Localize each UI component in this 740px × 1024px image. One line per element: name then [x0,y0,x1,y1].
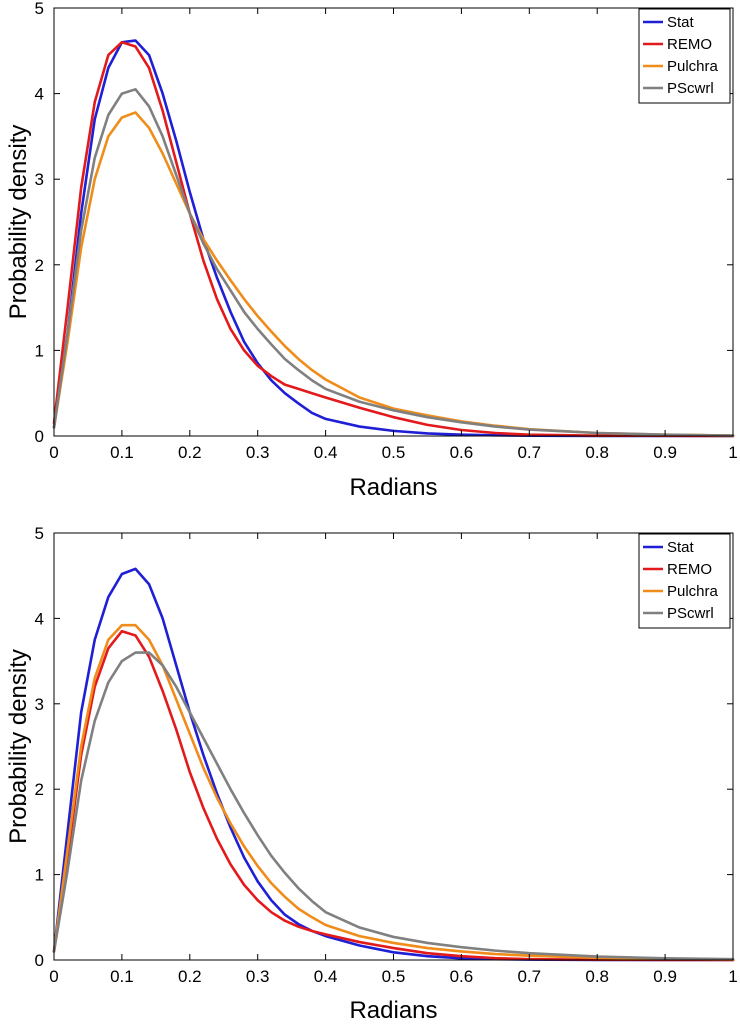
legend-label-pulchra: Pulchra [667,583,719,600]
series-line-pulchra [52,623,735,961]
x-tick-label: 0.4 [314,967,338,986]
y-tick-label: 3 [35,695,44,714]
x-tick-label: 0.1 [110,967,134,986]
plot-frame [53,532,734,961]
series-line-remo [52,629,735,962]
x-tick-label: 0.5 [382,443,406,462]
y-tick-label: 1 [35,341,44,360]
x-tick-label: 0.5 [382,967,406,986]
y-axis-label: Probability density [5,125,32,320]
x-tick-label: 0.9 [653,443,677,462]
series-line-stat [52,39,735,438]
y-tick-label: 4 [35,609,44,628]
x-tick-label: 0.8 [585,443,609,462]
x-tick-label: 0.7 [517,443,541,462]
x-tick-label: 0.8 [585,967,609,986]
y-tick-label: 5 [35,524,44,543]
x-tick-label: 0 [49,967,58,986]
chart-panel-top: 0 0.1 0.2 0.3 0.4 0.5 0.6 0.7 0.8 0.9 1 0 1 2 3 4 5 Radia… [5,0,738,501]
x-tick-label: 0.6 [450,967,474,986]
legend: Stat REMO Pulchra PScwrl [638,8,731,104]
x-tick-label: 0 [49,443,58,462]
x-axis-label: Radians [349,474,437,501]
x-tick-label: 1 [728,443,737,462]
legend-label-pscwrl: PScwrl [667,605,714,622]
y-tick-label: 0 [35,427,44,446]
chart-panel-bottom: 0 0.1 0.2 0.3 0.4 0.5 0.6 0.7 0.8 0.9 1 0 1 2 3 4 5 Radia… [5,524,738,1024]
x-tick-label: 0.2 [178,443,202,462]
legend-label-pulchra: Pulchra [667,58,719,75]
x-tick-label: 0.7 [517,967,541,986]
x-tick-label: 0.4 [314,443,338,462]
x-tick-label: 0.3 [246,967,270,986]
y-tick-label: 4 [35,85,44,104]
y-tick-label: 0 [35,951,44,970]
x-axis-label: Radians [349,997,437,1024]
y-tick-label: 3 [35,170,44,189]
x-tick-label: 1 [728,967,737,986]
legend-label-stat: Stat [667,14,695,31]
x-tick-label: 0.6 [450,443,474,462]
x-tick-label: 0.3 [246,443,270,462]
legend-label-stat: Stat [667,539,695,556]
legend-label-remo: REMO [667,36,712,53]
series-line-remo [52,40,735,438]
legend-label-pscwrl: PScwrl [667,80,714,97]
legend-label-remo: REMO [667,561,712,578]
y-tick-label: 5 [35,0,44,18]
y-tick-label: 1 [35,866,44,885]
x-tick-label: 0.2 [178,967,202,986]
y-axis-label: Probability density [5,649,32,844]
y-tick-label: 2 [35,256,44,275]
x-tick-label: 0.1 [110,443,134,462]
legend: Stat REMO Pulchra PScwrl [638,533,731,629]
series-line-stat [52,567,735,962]
series-line-pscwrl [52,651,735,961]
y-tick-label: 2 [35,780,44,799]
series-line-pulchra [52,111,735,437]
series-line-pscwrl [52,88,735,437]
x-tick-label: 0.9 [653,967,677,986]
